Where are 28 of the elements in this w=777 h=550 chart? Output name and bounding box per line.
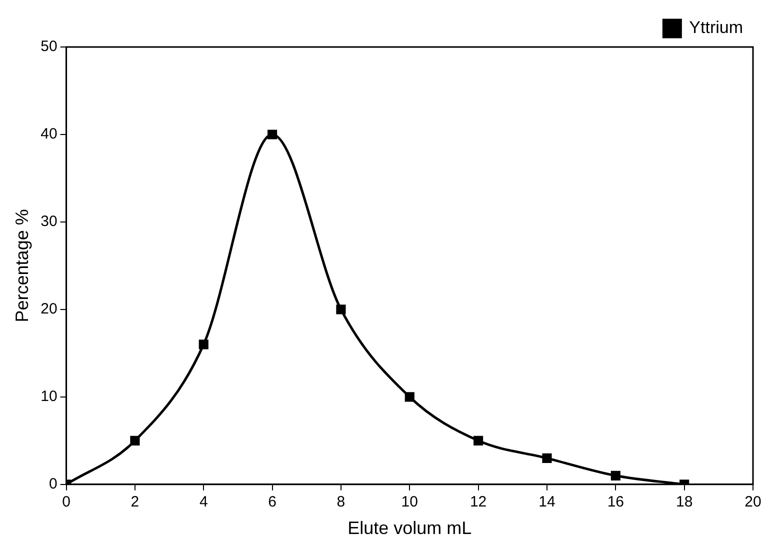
- x-tick-label: 8: [336, 494, 346, 511]
- x-tick-label: 10: [401, 494, 418, 511]
- y-tick-label: 10: [40, 388, 58, 406]
- x-axis-title: Elute volum mL: [348, 518, 472, 538]
- x-tick-label: 14: [538, 494, 556, 511]
- x-tick-label: 0: [62, 494, 70, 511]
- point: [336, 304, 346, 314]
- point: [474, 436, 484, 446]
- y-axis-title: Percentage %: [12, 209, 32, 322]
- y-tick-label: 0: [48, 476, 58, 493]
- x-tick-label: 12: [470, 494, 487, 511]
- x-tick-label: 20: [744, 494, 762, 511]
- point: [542, 453, 552, 463]
- point: [198, 340, 208, 350]
- y-tick-label: 30: [40, 213, 58, 230]
- point: [130, 436, 140, 446]
- y-tick-label: 40: [40, 126, 58, 143]
- x-tick-label: 6: [268, 494, 276, 511]
- y-tick-label: 50: [40, 38, 58, 56]
- point: [268, 130, 278, 140]
- x-tick-label: 2: [130, 494, 140, 511]
- legend-label: Yttrium: [689, 18, 744, 38]
- point: [610, 470, 620, 480]
- point: [404, 392, 414, 402]
- x-tick-label: 16: [607, 494, 624, 511]
- x-tick-label: 18: [676, 494, 693, 511]
- y-tick-label: 20: [40, 300, 58, 318]
- x-tick-label: 4: [199, 494, 208, 511]
